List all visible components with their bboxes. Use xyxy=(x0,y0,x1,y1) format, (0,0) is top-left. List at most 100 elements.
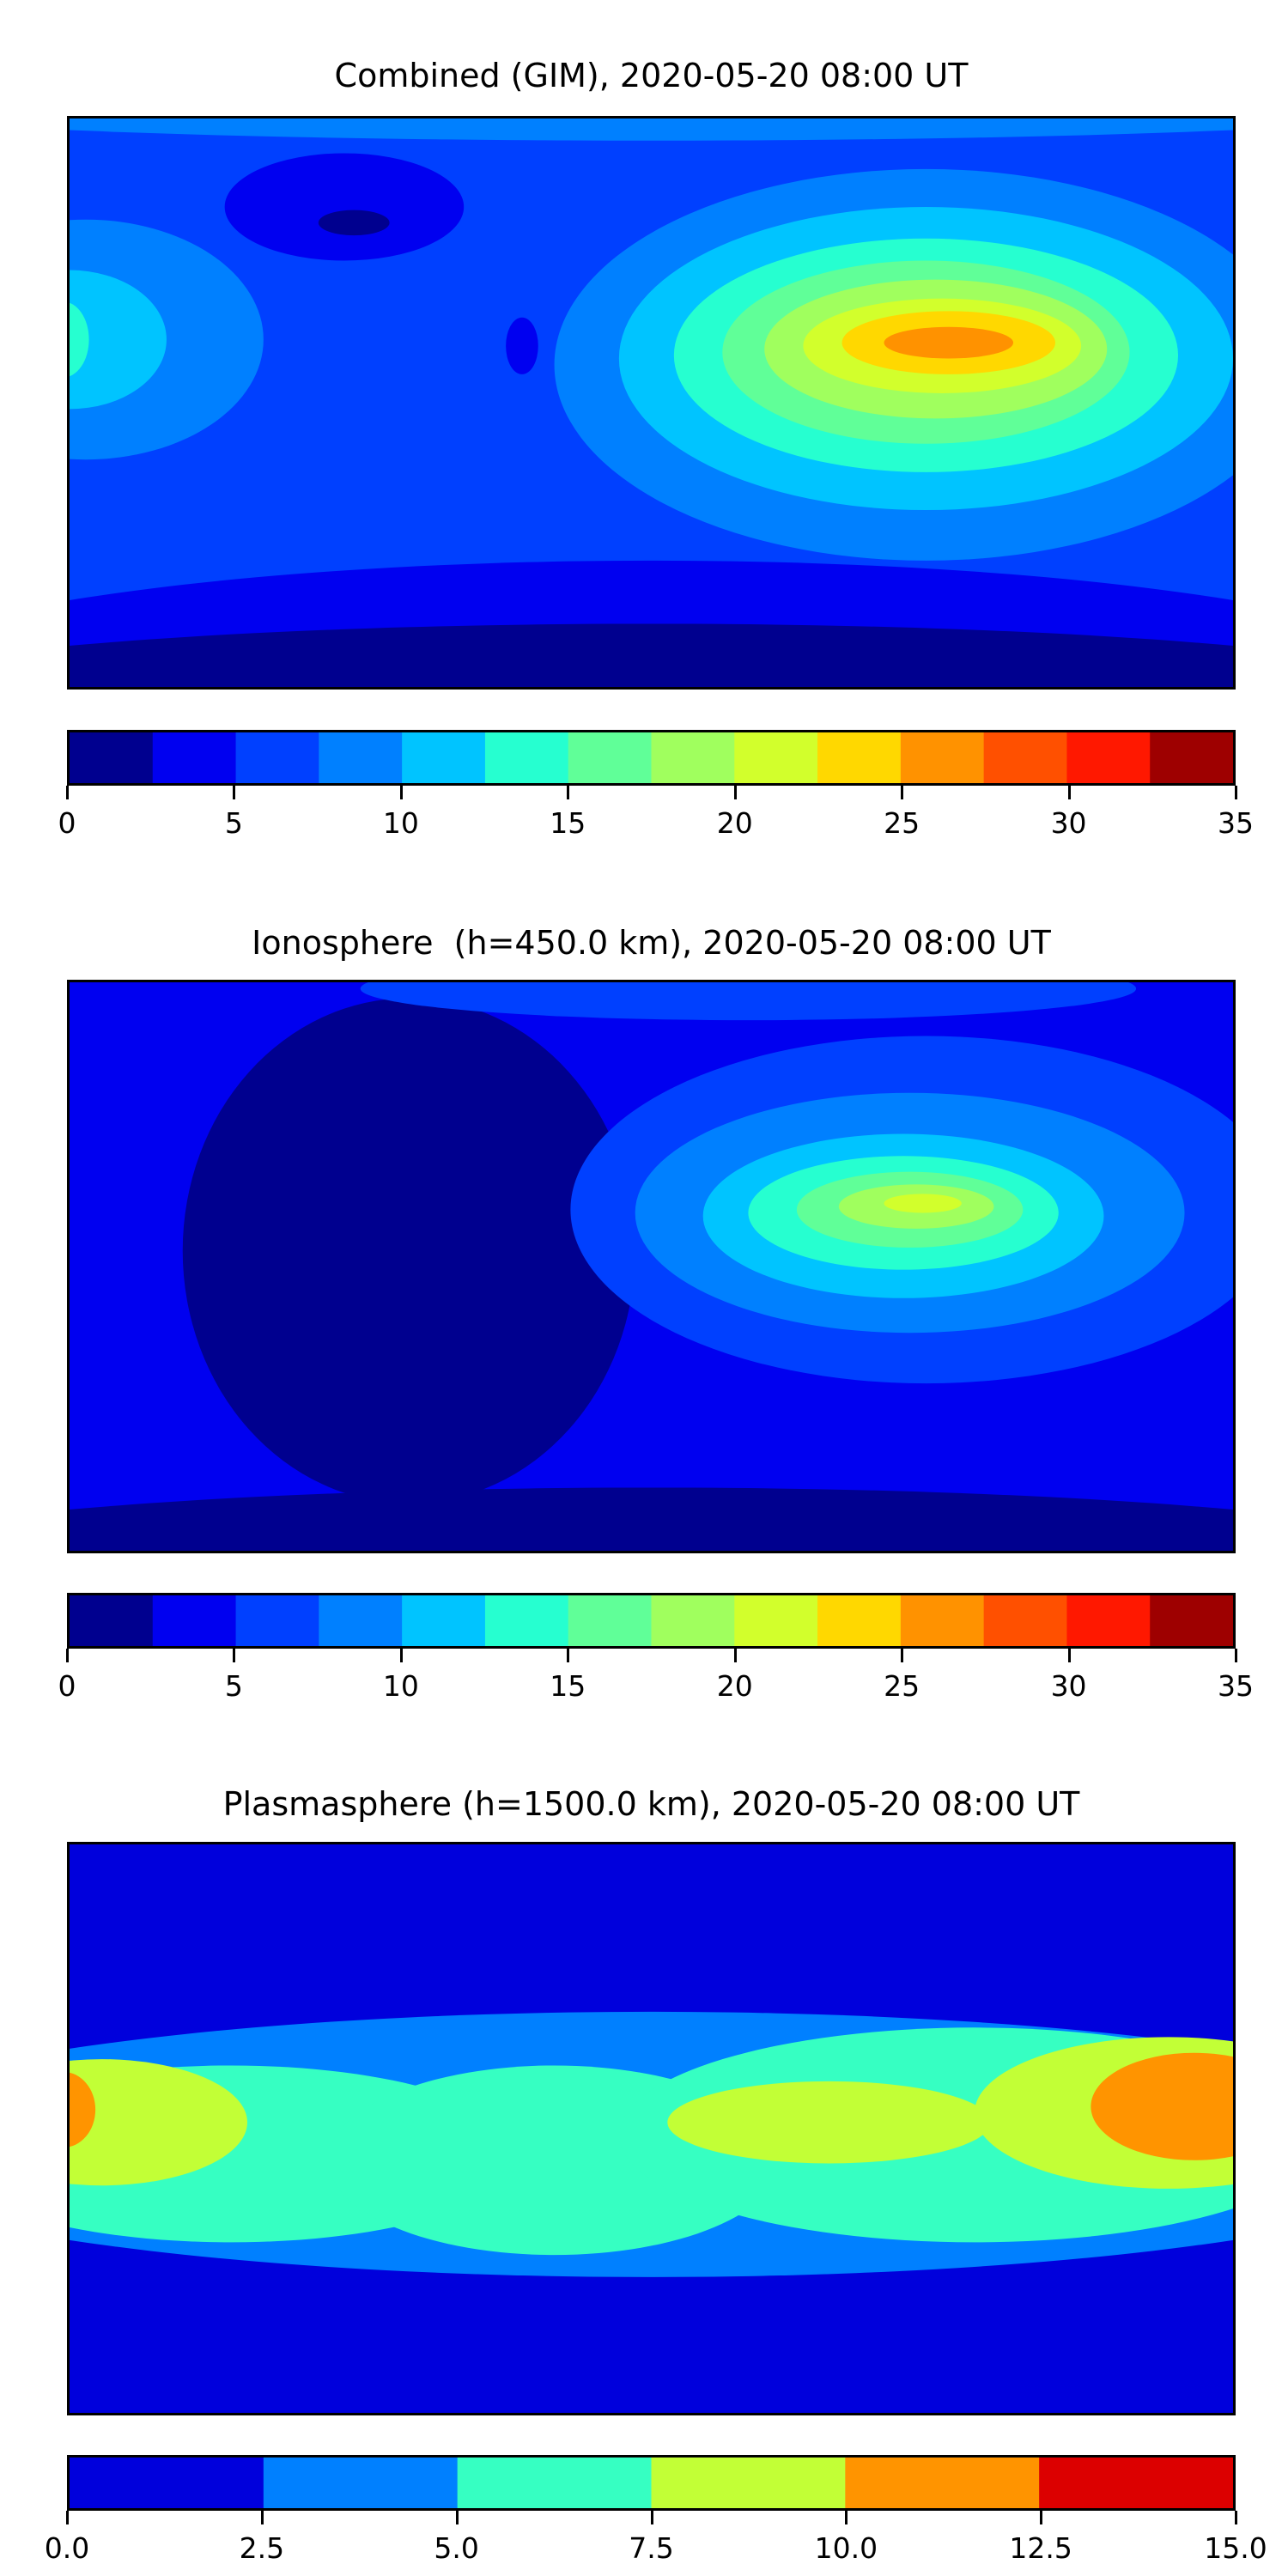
colorbar-tick-label: 25 xyxy=(884,806,920,840)
colorbar-tick-label: 5 xyxy=(224,806,243,840)
contour-region-north-cap xyxy=(70,118,1233,141)
colorbar-tick-label: 0 xyxy=(58,806,76,840)
colorbar-tick-label: 20 xyxy=(716,1669,753,1703)
colorbar-tick xyxy=(733,1649,737,1662)
colorbar-segment xyxy=(900,732,985,783)
colorbar-segment xyxy=(1150,1595,1233,1646)
panel-3-title: Plasmasphere (h=1500.0 km), 2020-05-20 0… xyxy=(222,1785,1080,1823)
colorbar-tick xyxy=(233,786,236,799)
colorbar-tick-label: 5.0 xyxy=(434,2531,479,2565)
colorbar-tick-label: 15 xyxy=(550,806,586,840)
colorbar-tick xyxy=(733,786,737,799)
colorbar-segment xyxy=(983,1595,1068,1646)
colorbar-segment xyxy=(568,732,653,783)
colorbar-tick-label: 10 xyxy=(382,1669,419,1703)
colorbar-segment xyxy=(70,2458,266,2508)
contour-region-pacific-core xyxy=(70,270,167,410)
contour-region-canada-low xyxy=(224,153,465,261)
colorbar-segment xyxy=(152,1595,237,1646)
contour-region-south-polar xyxy=(70,1487,1233,1551)
colorbar-tick xyxy=(455,2511,459,2524)
colorbar-tick xyxy=(1235,786,1237,799)
colorbar-tick xyxy=(1235,1649,1237,1662)
colorbar-tick xyxy=(66,1649,69,1662)
colorbar-segment xyxy=(319,1595,404,1646)
colorbar-segment xyxy=(484,732,569,783)
colorbar-segment xyxy=(1066,732,1151,783)
contour-region-pacific-l3 xyxy=(70,2059,247,2186)
colorbar-segment xyxy=(568,1595,653,1646)
colorbar-tick-label: 5 xyxy=(224,1669,243,1703)
colorbar-tick xyxy=(1235,2511,1237,2524)
colorbar-tick xyxy=(1040,2511,1043,2524)
panel-2-colorbar xyxy=(67,1593,1236,1649)
colorbar-segment xyxy=(734,1595,819,1646)
colorbar-segment xyxy=(983,732,1068,783)
colorbar-tick-label: 35 xyxy=(1218,1669,1254,1703)
colorbar-segment xyxy=(70,732,154,783)
contour-region-americas-min xyxy=(182,998,635,1504)
contour-region-north-arctic xyxy=(360,982,1136,1021)
colorbar-tick xyxy=(399,786,403,799)
contour-region-east-peak xyxy=(884,1194,962,1213)
colorbar-tick xyxy=(1067,1649,1071,1662)
colorbar-segment xyxy=(651,1595,736,1646)
panel-1-colorbar xyxy=(67,730,1236,786)
colorbar-tick-label: 15 xyxy=(550,1669,586,1703)
colorbar-segment xyxy=(1066,1595,1151,1646)
colorbar-segment xyxy=(651,2458,848,2508)
colorbar-segment xyxy=(1039,2458,1233,2508)
contour-region-edge-l4 xyxy=(70,2072,96,2148)
colorbar-segment xyxy=(235,732,320,783)
contour-region-atlantic-low xyxy=(506,317,538,374)
contour-region-east-peak xyxy=(884,326,1014,359)
colorbar-tick-label: 10.0 xyxy=(814,2531,878,2565)
colorbar-segment xyxy=(734,732,819,783)
colorbar-tick-label: 15.0 xyxy=(1204,2531,1267,2565)
colorbar-tick-label: 0.0 xyxy=(44,2531,90,2565)
colorbar-segment xyxy=(900,1595,985,1646)
contour-region-south-polar xyxy=(70,623,1233,687)
colorbar-segment xyxy=(235,1595,320,1646)
colorbar-tick xyxy=(66,786,69,799)
panel-2-colorbar-ticks: 0 5 10 15 20 25 30 35 xyxy=(58,1649,1254,1709)
colorbar-tick-label: 35 xyxy=(1218,806,1254,840)
colorbar-segment xyxy=(70,1595,154,1646)
colorbar-tick xyxy=(901,786,904,799)
colorbar-segment xyxy=(817,1595,902,1646)
colorbar-tick xyxy=(1067,786,1071,799)
panel-1-map xyxy=(67,116,1236,690)
colorbar-tick xyxy=(845,2511,848,2524)
colorbar-segment xyxy=(817,732,902,783)
colorbar-segment xyxy=(263,2458,459,2508)
colorbar-segment xyxy=(457,2458,653,2508)
colorbar-tick-label: 2.5 xyxy=(239,2531,285,2565)
colorbar-tick-label: 30 xyxy=(1050,1669,1087,1703)
contour-region-pacific-peak xyxy=(70,302,89,377)
panel-1-title: Combined (GIM), 2020-05-20 08:00 UT xyxy=(334,57,969,94)
colorbar-tick-label: 30 xyxy=(1050,806,1087,840)
colorbar-tick xyxy=(233,1649,236,1662)
contour-region-hudson-min xyxy=(318,210,390,236)
colorbar-tick xyxy=(901,1649,904,1662)
colorbar-tick-label: 20 xyxy=(716,806,753,840)
colorbar-segment xyxy=(152,732,237,783)
colorbar-tick xyxy=(399,1649,403,1662)
panel-2-map xyxy=(67,980,1236,1553)
colorbar-tick xyxy=(66,2511,69,2524)
colorbar-segment xyxy=(1150,732,1233,783)
colorbar-tick xyxy=(260,2511,264,2524)
panel-2-title: Ionosphere (h=450.0 km), 2020-05-20 08:0… xyxy=(252,924,1051,962)
colorbar-segment xyxy=(402,732,486,783)
colorbar-segment xyxy=(651,732,736,783)
panel-3-colorbar xyxy=(67,2455,1236,2511)
colorbar-tick-label: 0 xyxy=(58,1669,76,1703)
colorbar-segment xyxy=(484,1595,569,1646)
colorbar-tick-label: 10 xyxy=(382,806,419,840)
colorbar-tick xyxy=(567,786,570,799)
colorbar-tick xyxy=(650,2511,653,2524)
panel-3-map xyxy=(67,1842,1236,2415)
contour-region-westpac-l4 xyxy=(1091,2052,1233,2160)
panel-3-colorbar-ticks: 0.0 2.5 5.0 7.5 10.0 12.5 15.0 xyxy=(45,2511,1267,2571)
colorbar-tick-label: 7.5 xyxy=(629,2531,674,2565)
